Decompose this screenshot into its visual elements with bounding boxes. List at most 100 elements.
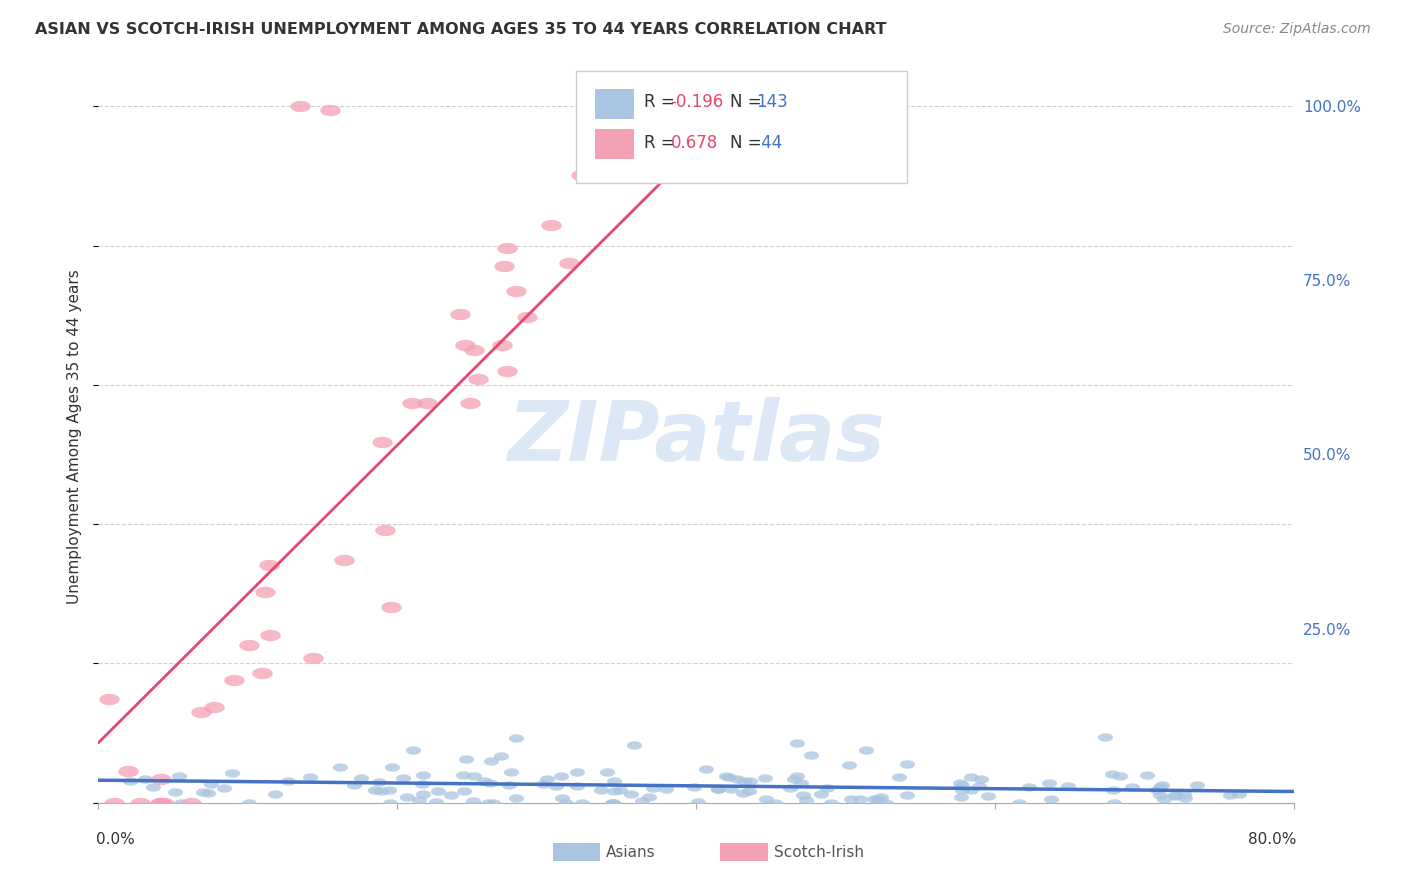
Point — [603, 784, 626, 798]
Point — [329, 760, 352, 774]
Point — [1219, 788, 1241, 802]
Text: R =: R = — [644, 93, 681, 111]
Point — [1185, 779, 1208, 793]
Point — [416, 395, 439, 409]
Point — [153, 796, 176, 810]
Y-axis label: Unemployment Among Ages 35 to 44 years: Unemployment Among Ages 35 to 44 years — [67, 269, 83, 605]
Point — [426, 784, 449, 798]
Point — [191, 785, 214, 799]
Point — [960, 783, 983, 797]
Text: -0.196: -0.196 — [671, 93, 724, 111]
Point — [870, 789, 893, 804]
Point — [849, 792, 872, 806]
Point — [1149, 780, 1171, 794]
Point — [370, 784, 392, 798]
Point — [740, 774, 762, 789]
Point — [134, 772, 156, 786]
Point — [1121, 780, 1143, 794]
Point — [1146, 783, 1168, 797]
Point — [531, 777, 554, 791]
Point — [603, 773, 626, 788]
Point — [222, 673, 245, 687]
Point — [380, 600, 402, 615]
Text: R =: R = — [644, 134, 681, 152]
Point — [887, 771, 910, 785]
Point — [607, 85, 630, 99]
Point — [960, 770, 983, 784]
Point — [707, 782, 730, 797]
Point — [298, 770, 321, 784]
Point — [569, 168, 592, 182]
Point — [707, 781, 730, 796]
Point — [412, 768, 434, 782]
Point — [472, 774, 495, 789]
Text: ASIAN VS SCOTCH-IRISH UNEMPLOYMENT AMONG AGES 35 TO 44 YEARS CORRELATION CHART: ASIAN VS SCOTCH-IRISH UNEMPLOYMENT AMONG… — [35, 22, 887, 37]
Point — [1163, 788, 1185, 802]
Point — [411, 777, 433, 791]
Point — [392, 771, 415, 785]
Point — [343, 778, 366, 792]
Point — [602, 796, 624, 810]
Point — [463, 769, 485, 783]
Point — [259, 628, 281, 642]
Point — [571, 796, 593, 810]
Point — [463, 343, 485, 357]
Point — [544, 779, 567, 793]
Point — [458, 396, 481, 410]
Text: 80.0%: 80.0% — [1247, 832, 1296, 847]
Point — [800, 747, 823, 762]
Point — [1136, 768, 1159, 782]
Point — [333, 553, 356, 567]
Point — [779, 780, 801, 795]
Point — [782, 772, 804, 786]
Point — [754, 771, 776, 785]
Point — [180, 796, 202, 810]
Point — [1101, 766, 1123, 780]
Point — [401, 396, 423, 410]
Point — [129, 796, 152, 810]
Point — [505, 731, 527, 745]
Point — [868, 792, 890, 806]
Point — [609, 782, 631, 797]
Point — [495, 241, 517, 255]
Point — [717, 770, 740, 784]
Text: Source: ZipAtlas.com: Source: ZipAtlas.com — [1223, 22, 1371, 37]
Point — [363, 783, 385, 797]
Point — [478, 776, 501, 790]
Point — [976, 789, 998, 803]
Point — [950, 782, 973, 797]
Point — [731, 786, 754, 800]
Point — [499, 765, 522, 780]
Point — [1038, 776, 1060, 790]
Point — [558, 256, 581, 270]
Point — [190, 705, 212, 719]
Point — [786, 736, 808, 750]
Point — [197, 786, 219, 800]
Point — [863, 791, 886, 805]
Text: 44: 44 — [756, 134, 783, 152]
Point — [120, 774, 142, 789]
Point — [451, 768, 474, 782]
Point — [1150, 778, 1173, 792]
Point — [212, 780, 235, 795]
Point — [481, 796, 503, 810]
Point — [725, 772, 748, 786]
Point — [536, 772, 558, 786]
Point — [378, 782, 401, 797]
Text: Scotch-Irish: Scotch-Irish — [773, 845, 863, 860]
Point — [950, 778, 973, 792]
Point — [371, 435, 394, 450]
Point — [839, 791, 862, 805]
Point — [103, 796, 125, 810]
Point — [170, 796, 193, 810]
Bar — [553, 843, 600, 862]
Point — [738, 784, 761, 798]
Point — [593, 162, 616, 177]
Point — [602, 796, 624, 810]
Point — [496, 364, 519, 378]
Point — [350, 771, 373, 785]
Point — [396, 789, 419, 804]
Point — [277, 774, 299, 789]
Point — [550, 769, 572, 783]
Bar — [720, 843, 768, 862]
